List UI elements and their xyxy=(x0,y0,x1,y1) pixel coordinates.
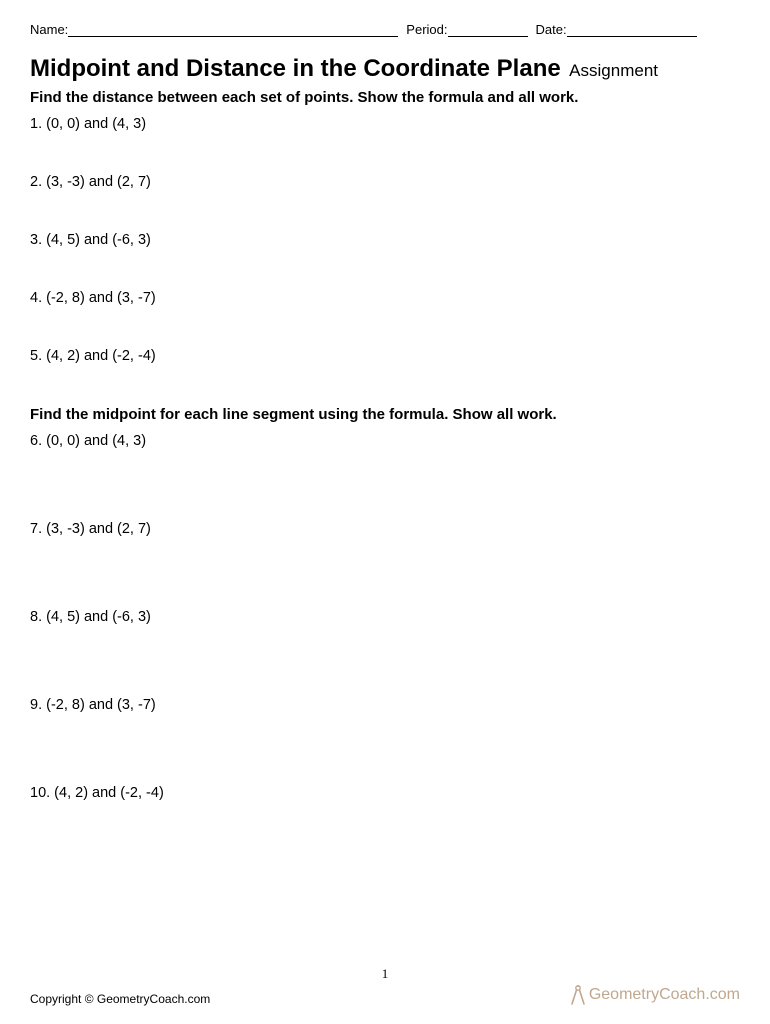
problem-6: 6. (0, 0) and (4, 3) xyxy=(30,433,740,449)
date-blank[interactable] xyxy=(567,23,697,37)
problem-1: 1. (0, 0) and (4, 3) xyxy=(30,116,740,132)
page-title: Midpoint and Distance in the Coordinate … xyxy=(30,55,561,82)
copyright-text: Copyright © GeometryCoach.com xyxy=(30,992,210,1006)
period-blank[interactable] xyxy=(448,23,528,37)
section2-problems: 6. (0, 0) and (4, 3) 7. (3, -3) and (2, … xyxy=(30,433,740,801)
footer: Copyright © GeometryCoach.com GeometryCo… xyxy=(30,984,740,1006)
date-field: Date: xyxy=(536,22,697,37)
footer-logo: GeometryCoach.com xyxy=(569,984,740,1006)
problem-4: 4. (-2, 8) and (3, -7) xyxy=(30,290,740,306)
problem-7: 7. (3, -3) and (2, 7) xyxy=(30,521,740,537)
section1-instruction: Find the distance between each set of po… xyxy=(30,89,740,106)
header-fields: Name: Period: Date: xyxy=(30,22,740,37)
name-label: Name: xyxy=(30,22,68,37)
title-suffix: Assignment xyxy=(569,61,658,80)
problem-3: 3. (4, 5) and (-6, 3) xyxy=(30,232,740,248)
period-label: Period: xyxy=(406,22,447,37)
section1-problems: 1. (0, 0) and (4, 3) 2. (3, -3) and (2, … xyxy=(30,116,740,364)
problem-9: 9. (-2, 8) and (3, -7) xyxy=(30,697,740,713)
date-label: Date: xyxy=(536,22,567,37)
problem-10: 10. (4, 2) and (-2, -4) xyxy=(30,785,740,801)
section2-instruction: Find the midpoint for each line segment … xyxy=(30,406,740,423)
problem-5: 5. (4, 2) and (-2, -4) xyxy=(30,348,740,364)
problem-8: 8. (4, 5) and (-6, 3) xyxy=(30,609,740,625)
period-field: Period: xyxy=(406,22,527,37)
compass-icon xyxy=(569,984,587,1006)
page-number: 1 xyxy=(382,966,389,982)
problem-2: 2. (3, -3) and (2, 7) xyxy=(30,174,740,190)
name-blank[interactable] xyxy=(68,23,398,37)
logo-text: GeometryCoach.com xyxy=(589,986,740,1004)
title-row: Midpoint and Distance in the Coordinate … xyxy=(30,55,740,83)
name-field: Name: xyxy=(30,22,398,37)
